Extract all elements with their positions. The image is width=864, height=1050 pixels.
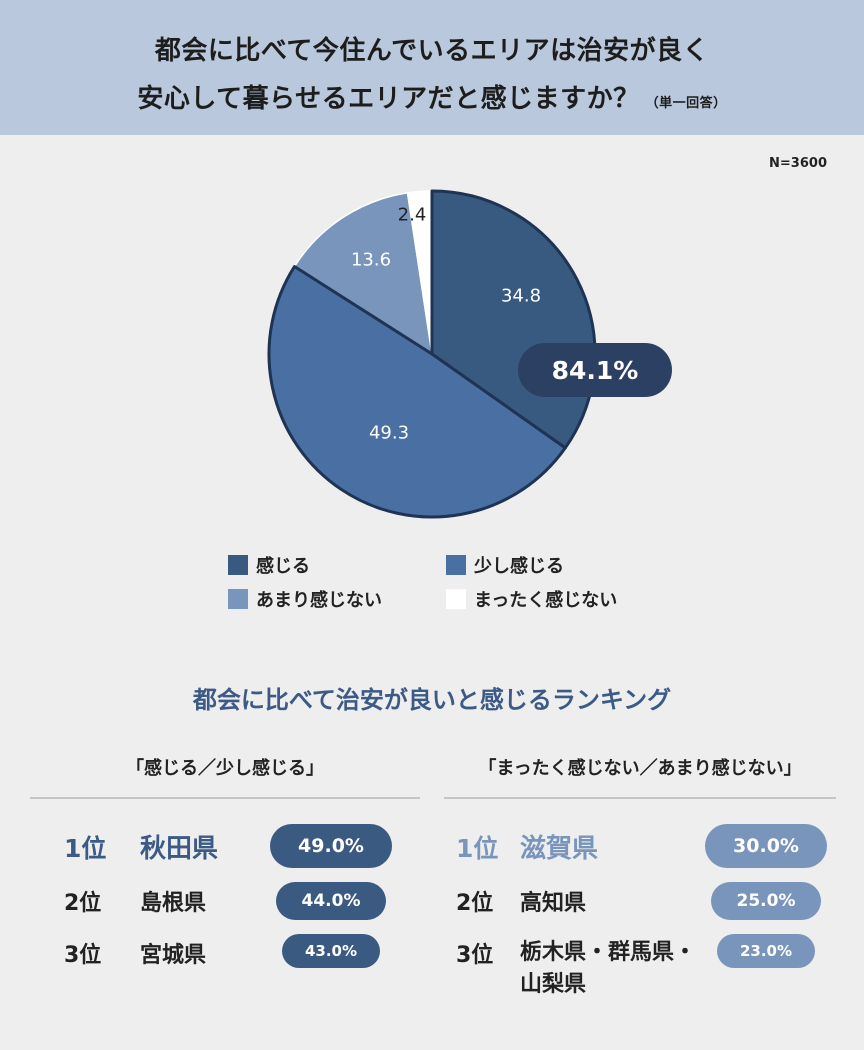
ranking-right-row-2: 2位 高知県 — [456, 885, 586, 917]
total-positive-badge: 84.1% — [518, 343, 672, 397]
ranking-right-heading: 「まったく感じない／あまり感じない」 — [478, 758, 802, 779]
legend-swatch-not-at-all — [446, 589, 466, 609]
legend-swatch-somewhat-feel — [446, 555, 466, 575]
question-title-line2-text: 安心して暮らせるエリアだと感じますか？ — [137, 84, 640, 114]
ranking-left-divider — [30, 797, 420, 799]
pie-chart — [267, 189, 597, 519]
ranking-left-heading: 「感じる／少し感じる」 — [126, 758, 324, 779]
legend-label-not-really: あまり感じない — [256, 590, 382, 611]
ranking-right-row-1: 1位 滋賀県 — [456, 828, 598, 865]
pie-label-feel: 34.8 — [500, 285, 542, 307]
header-banner: 都会に比べて今住んでいるエリアは治安が良く 安心して暮らせるエリアだと感じますか… — [0, 0, 864, 135]
legend-label-feel: 感じる — [256, 556, 310, 577]
sample-size: N=3600 — [769, 156, 827, 171]
question-title-line2: 安心して暮らせるエリアだと感じますか？ （単一回答） — [0, 78, 864, 115]
ranking-right-divider — [444, 797, 836, 799]
ranking-right-row-3: 3位 栃木県・群馬県・ 山梨県 — [456, 937, 696, 1001]
prefecture-name: 島根県 — [140, 891, 207, 916]
pie-label-not-really: 13.6 — [350, 249, 392, 271]
legend-swatch-not-really — [228, 589, 248, 609]
ranking-title: 都会に比べて治安が良いと感じるランキング — [192, 686, 672, 714]
ranking-left-value-2: 44.0% — [276, 882, 386, 920]
rank-position: 3位 — [64, 943, 102, 968]
rank-position: 1位 — [64, 833, 107, 863]
legend-item-not-really: あまり感じない — [228, 586, 382, 612]
ranking-left-row-2: 2位 島根県 — [64, 885, 206, 917]
prefecture-name-line2: 山梨県 — [520, 972, 587, 997]
legend-item-not-at-all: まったく感じない — [446, 586, 617, 612]
legend-label-not-at-all: まったく感じない — [474, 590, 618, 611]
pie-label-not-at-all: 2.4 — [397, 204, 427, 226]
prefecture-name: 滋賀県 — [520, 834, 599, 864]
ranking-left-value-3: 43.0% — [282, 934, 380, 968]
pie-label-somewhat-feel: 49.3 — [368, 422, 410, 444]
prefecture-name: 宮城県 — [140, 943, 207, 968]
legend-label-somewhat-feel: 少し感じる — [474, 556, 564, 577]
rank-position: 2位 — [64, 891, 102, 916]
answer-type-note: （単一回答） — [645, 96, 727, 111]
rank-position: 1位 — [456, 833, 499, 863]
prefecture-name-group: 栃木県・群馬県・ 山梨県 — [520, 937, 696, 1001]
rank-position: 2位 — [456, 891, 494, 916]
ranking-left-row-1: 1位 秋田県 — [64, 828, 218, 865]
ranking-left-row-3: 3位 宮城県 — [64, 937, 206, 969]
question-title-line1: 都会に比べて今住んでいるエリアは治安が良く — [154, 36, 710, 66]
legend-item-somewhat-feel: 少し感じる — [446, 552, 564, 578]
prefecture-name: 高知県 — [520, 891, 587, 916]
legend-swatch-feel — [228, 555, 248, 575]
ranking-right-value-3: 23.0% — [717, 934, 815, 968]
ranking-left-value-1: 49.0% — [270, 824, 392, 868]
pie-slice-somewhat-feel — [267, 265, 567, 519]
rank-position: 3位 — [456, 943, 494, 968]
pie-slice-not-really — [293, 192, 433, 355]
prefecture-name: 栃木県・群馬県・ — [520, 940, 697, 965]
prefecture-name: 秋田県 — [140, 834, 219, 864]
legend-item-feel: 感じる — [228, 552, 310, 578]
ranking-right-value-1: 30.0% — [705, 824, 827, 868]
ranking-right-value-2: 25.0% — [711, 882, 821, 920]
